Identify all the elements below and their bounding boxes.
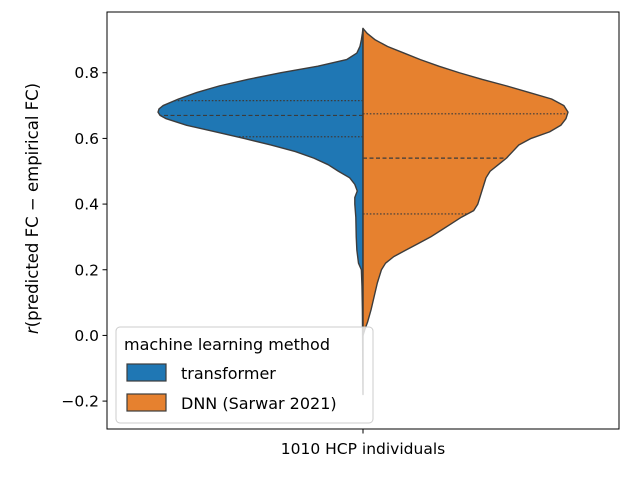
y-tick-label: 0.8 [74, 64, 99, 82]
legend-swatch-transformer [126, 363, 167, 382]
y-axis-label-rest: (predicted FC − empirical FC) [23, 83, 42, 327]
y-axis: −0.2 0.0 0.2 0.4 0.6 0.8 [61, 64, 107, 411]
legend-title: machine learning method [124, 335, 330, 354]
x-tick-label: 1010 HCP individuals [281, 440, 445, 458]
y-tick-label: 0.4 [74, 196, 99, 214]
y-axis-label: r(predicted FC − empirical FC) [23, 83, 42, 334]
legend-swatch-dnn [126, 393, 167, 412]
y-axis-label-prefix: r [23, 326, 42, 334]
legend-box [115, 326, 374, 424]
legend-label-dnn: DNN (Sarwar 2021) [181, 394, 337, 413]
y-tick-label: 0.2 [74, 261, 99, 279]
legend: machine learning method transformer DNN … [115, 326, 374, 424]
violin-bodies [157, 27, 569, 396]
y-tick-label: −0.2 [61, 393, 99, 411]
y-tick-label: 0.0 [74, 327, 99, 345]
y-tick-label: 0.6 [74, 130, 99, 148]
violin-half-dnn [362, 27, 569, 337]
x-axis: 1010 HCP individuals [281, 429, 445, 458]
legend-label-transformer: transformer [181, 364, 276, 383]
violin-half-transformer [157, 27, 364, 396]
